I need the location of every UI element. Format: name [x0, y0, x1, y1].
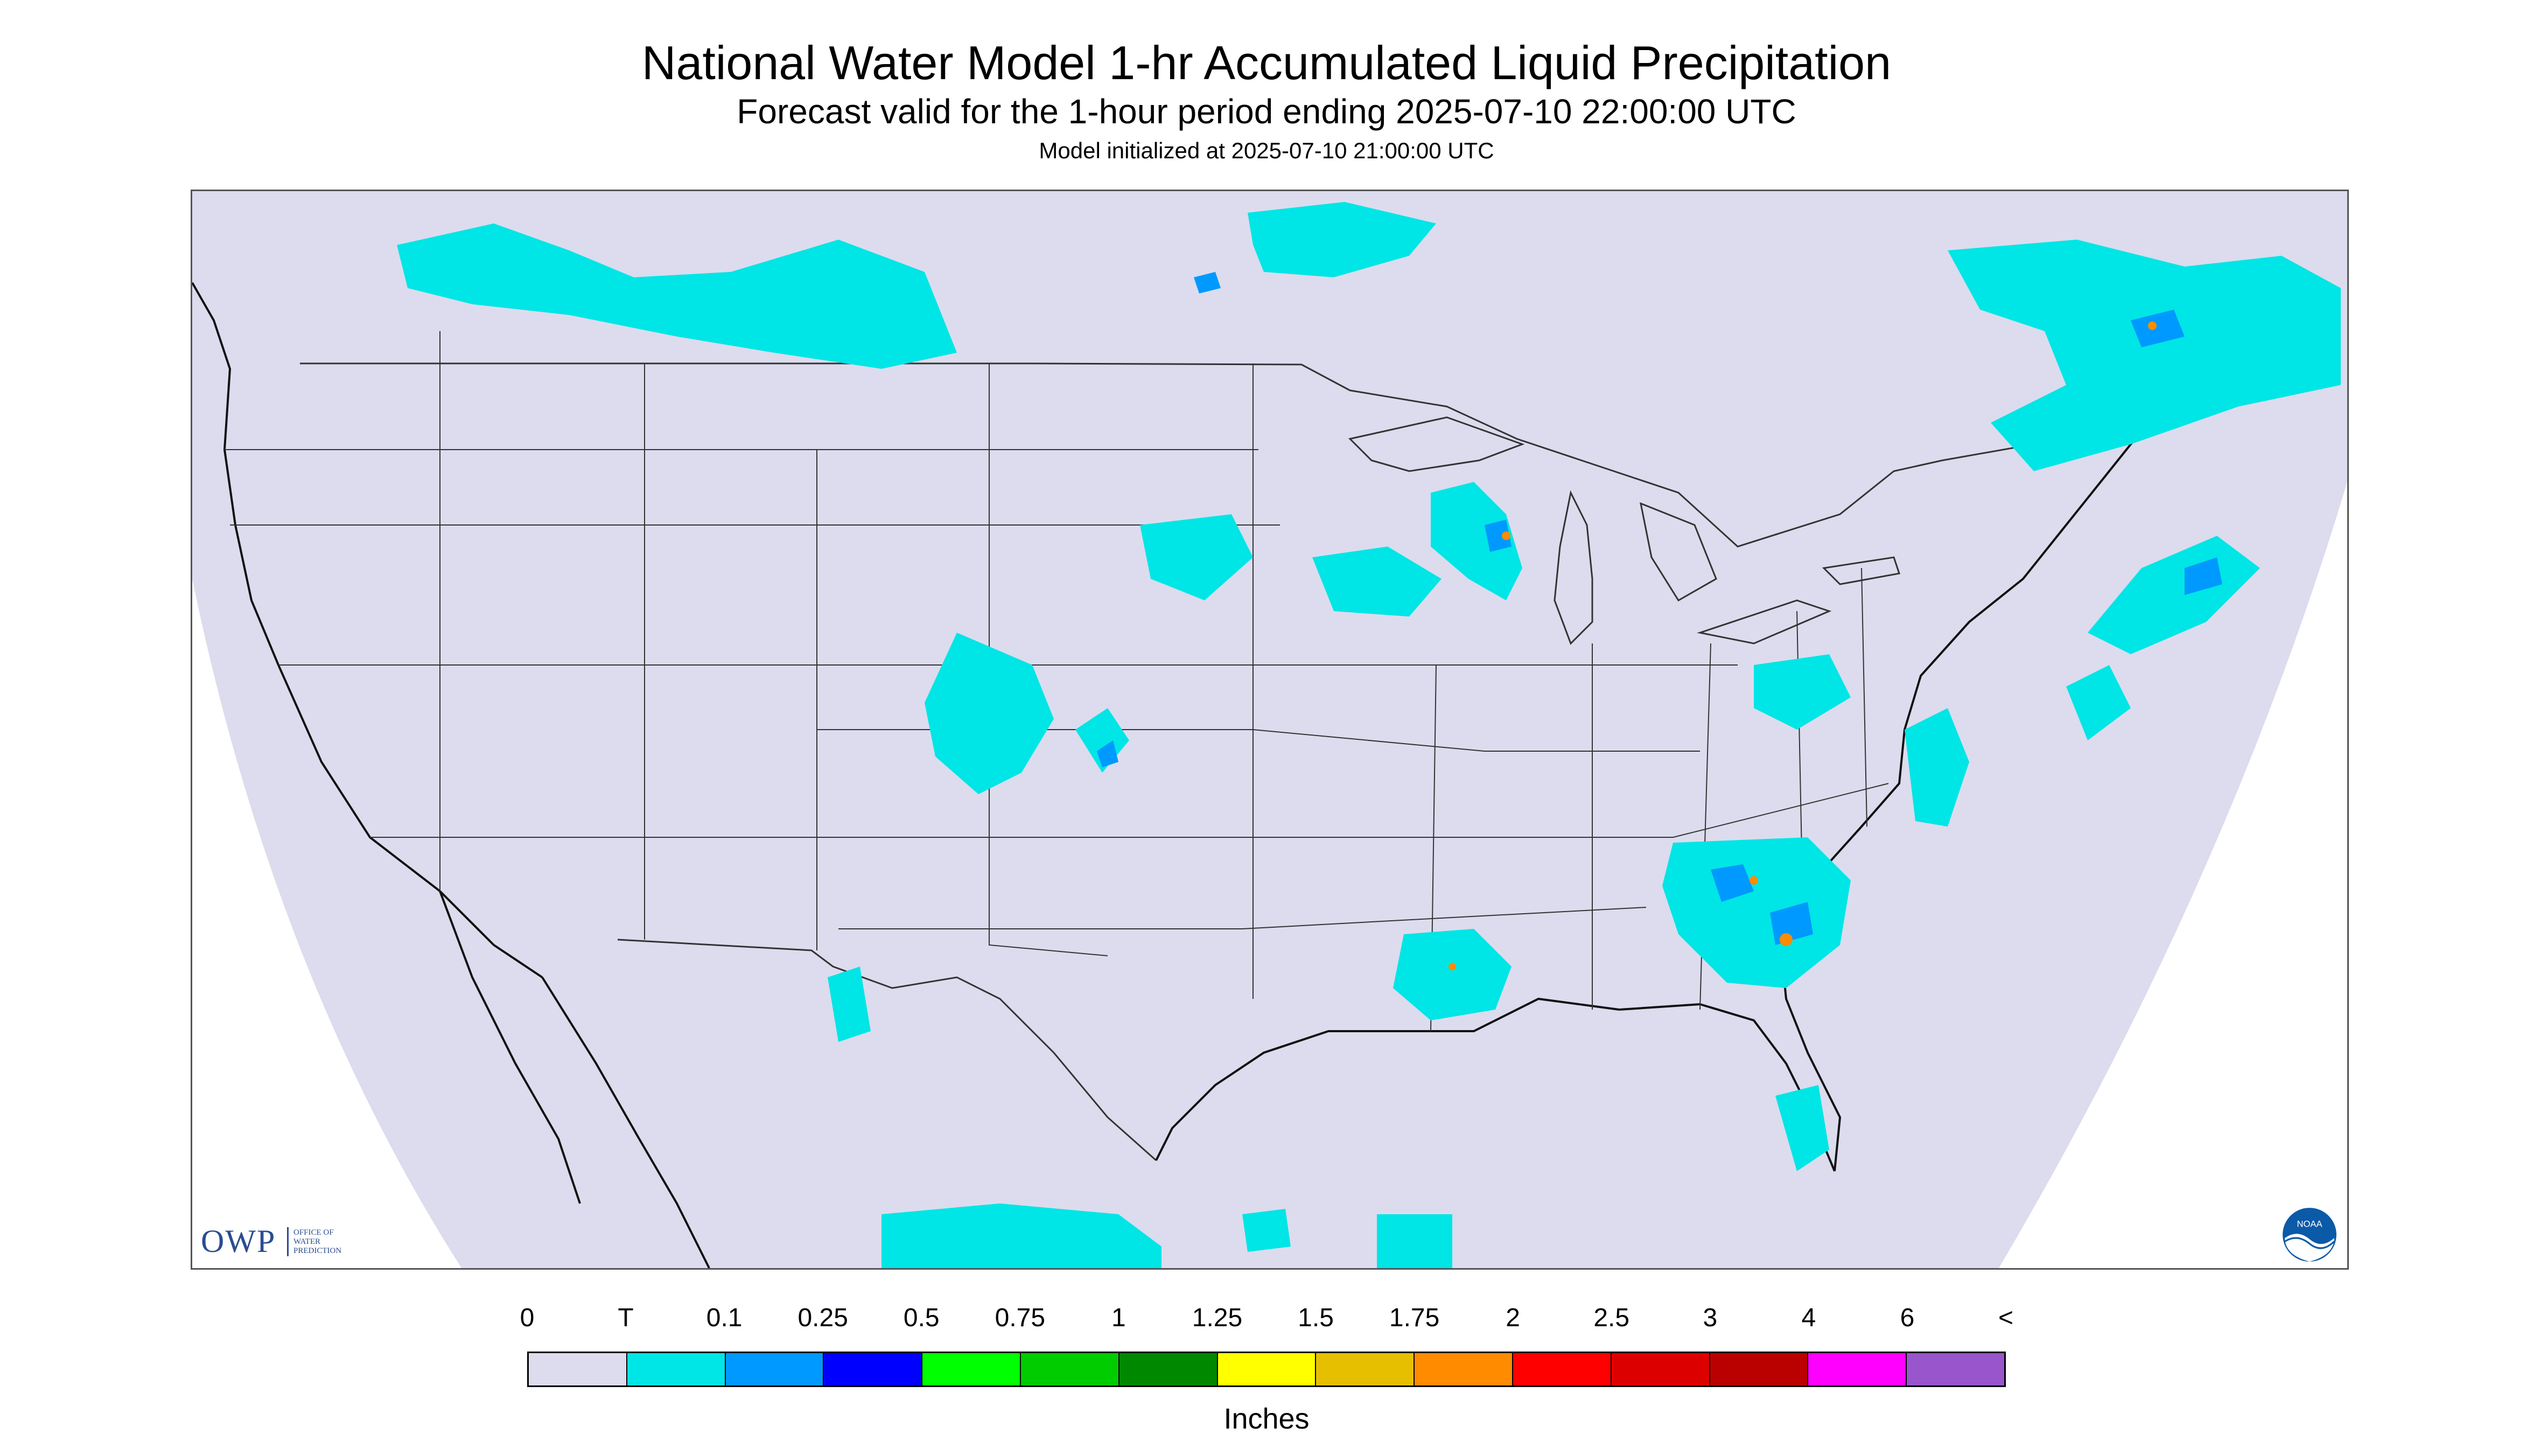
precip-area — [881, 1203, 1161, 1268]
precip-area — [397, 223, 957, 369]
legend-tick-label: 0 — [520, 1304, 535, 1332]
precip-core — [2148, 321, 2157, 330]
precip-area — [1485, 520, 1512, 552]
atlantic-coast — [1779, 416, 2153, 1172]
precip-area — [1754, 654, 1851, 730]
legend-tick-label: 1.75 — [1389, 1304, 1440, 1332]
lake-huron — [1639, 502, 1717, 602]
model-init-line: Model initialized at 2025-07-10 21:00:00… — [1039, 138, 1494, 163]
precip-area — [1248, 202, 1436, 277]
noaa-logo-text: NOAA — [2297, 1219, 2322, 1229]
owp-logo: OWP OFFICE OF WATER PREDICTION — [201, 1223, 384, 1261]
us-mexico-border — [617, 939, 1157, 1161]
owp-logo-divider — [287, 1227, 289, 1256]
legend-tick-label: 3 — [1703, 1304, 1718, 1332]
legend-swatch — [1415, 1353, 1513, 1385]
legend-swatch — [1808, 1353, 1907, 1385]
precip-area — [1948, 240, 2341, 471]
precipitation-map: OWP OFFICE OF WATER PREDICTION NOAA — [191, 190, 2349, 1270]
model-domain — [192, 191, 2347, 1268]
precip-area — [828, 967, 871, 1042]
legend-swatch — [529, 1353, 627, 1385]
legend-tick-label: 0.75 — [995, 1304, 1046, 1332]
lake-ontario — [1822, 556, 1900, 585]
precip-area — [1377, 1214, 1452, 1268]
precip-area — [1312, 547, 1442, 617]
legend-swatch — [1611, 1353, 1710, 1385]
owp-logo-text: OFFICE OF WATER PREDICTION — [293, 1228, 342, 1255]
precip-area — [2131, 310, 2185, 347]
lake-erie — [1697, 599, 1832, 645]
precip-core — [1502, 531, 1510, 540]
legend-swatch — [1020, 1353, 1119, 1385]
legend-tick-label: 1.25 — [1192, 1304, 1243, 1332]
gulf-of-california — [541, 976, 710, 1268]
precip-area — [1393, 929, 1512, 1020]
baja-peninsula — [439, 891, 581, 1204]
precip-area — [1775, 1085, 1829, 1171]
legend-swatch — [1907, 1353, 2004, 1385]
legend-swatch — [1119, 1353, 1218, 1385]
legend-swatch — [922, 1353, 1021, 1385]
precip-area — [1770, 902, 1813, 945]
precip-area — [1194, 272, 1221, 293]
legend-tick-label: 6 — [1900, 1304, 1915, 1332]
pacific-coast — [192, 282, 543, 978]
legend-tick-label: 0.5 — [903, 1304, 940, 1332]
legend-units: Inches — [1223, 1403, 1310, 1435]
legend-tick-label: 2.5 — [1593, 1304, 1630, 1332]
precip-area — [1097, 740, 1118, 767]
legend-swatch — [1217, 1353, 1317, 1385]
map-canvas — [192, 191, 2347, 1268]
color-legend — [527, 1352, 2006, 1387]
legend-swatch — [1316, 1353, 1415, 1385]
precip-core — [1780, 933, 1793, 946]
legend-tick-labels: 0 T 0.1 0.25 0.5 0.75 1 1.25 1.5 1.75 2 2.5 3 4 6 < — [0, 1303, 2533, 1335]
legend-tick-label: < — [1998, 1304, 2014, 1332]
state-line — [989, 837, 1108, 956]
noaa-logo: NOAA — [2283, 1208, 2336, 1262]
legend-tick-label: 1.5 — [1298, 1304, 1334, 1332]
precip-core — [1750, 876, 1758, 885]
gulf-coast — [1155, 997, 1836, 1172]
precip-area — [1711, 864, 1754, 902]
precip-area — [1662, 837, 1851, 988]
legend-tick-label: 0.1 — [706, 1304, 743, 1332]
precip-light-areas — [1097, 272, 2222, 945]
legend-swatch — [1710, 1353, 1809, 1385]
precip-trace-areas — [397, 202, 2341, 1268]
legend-tick-label: 0.25 — [797, 1304, 848, 1332]
legend-swatch — [725, 1353, 824, 1385]
precip-heavy-cores — [1449, 321, 2157, 970]
legend-swatch — [824, 1353, 923, 1385]
legend-swatch — [1513, 1353, 1612, 1385]
precip-area — [1431, 482, 1522, 600]
precip-area — [1140, 514, 1253, 600]
coastlines — [192, 282, 2153, 1268]
legend-tick-label: 4 — [1801, 1304, 1816, 1332]
map-title: National Water Model 1-hr Accumulated Li… — [641, 36, 1892, 89]
lake-michigan — [1554, 490, 1593, 645]
lake-superior — [1348, 416, 1525, 472]
map-subtitle: Forecast valid for the 1-hour period end… — [737, 92, 1796, 131]
state-line — [838, 907, 1647, 929]
legend-swatch — [627, 1353, 726, 1385]
precip-area — [925, 633, 1054, 794]
legend-tick-label: 1 — [1111, 1304, 1126, 1332]
state-line — [1796, 611, 1803, 881]
precip-core — [1449, 963, 1456, 970]
precip-area — [2185, 557, 2222, 595]
state-line — [1861, 568, 1867, 827]
precip-area — [2066, 665, 2131, 740]
precip-area — [1242, 1209, 1291, 1252]
legend-tick-label: T — [618, 1304, 634, 1332]
owp-logo-letters: OWP — [201, 1223, 276, 1259]
precip-area — [1905, 708, 1969, 827]
legend-tick-label: 2 — [1506, 1304, 1521, 1332]
